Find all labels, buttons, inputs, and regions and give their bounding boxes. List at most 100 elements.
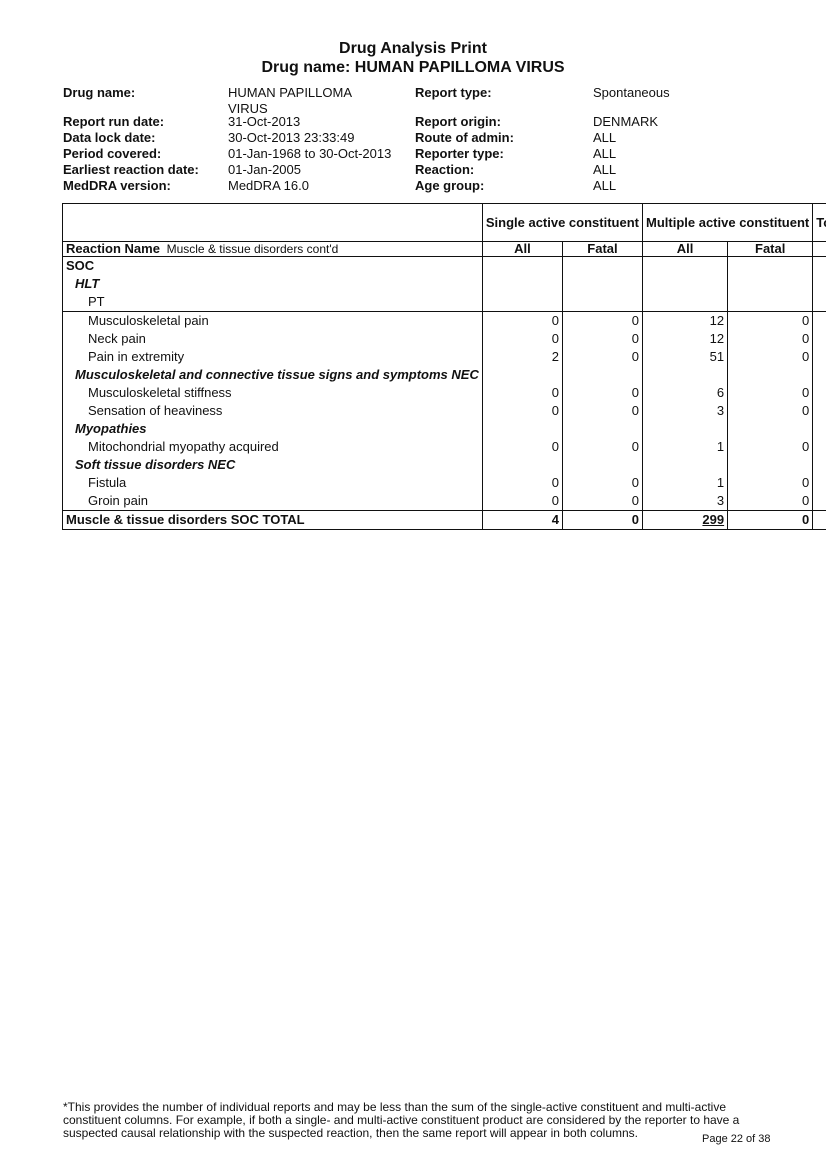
count-cell: 0 — [727, 474, 814, 492]
meta-value: ALL — [593, 130, 617, 145]
pt-name: Groin pain — [88, 493, 148, 508]
total-label: Muscle & tissue disorders SOC TOTAL — [66, 512, 305, 527]
group-header: Single active constituent — [481, 203, 644, 242]
hlt-label: HLT — [75, 276, 100, 291]
meta-label: MedDRA version: — [63, 178, 171, 193]
count-cell: 0 — [727, 384, 814, 402]
table-row: Mitochondrial myopathy acquired001010 — [63, 438, 826, 456]
empty-cell — [481, 366, 563, 384]
count-cell: 1 — [812, 474, 826, 492]
empty-cell — [727, 366, 814, 384]
col-fatal: Fatal — [561, 241, 644, 257]
count-cell: 12 — [812, 330, 826, 348]
meta-label: Route of admin: — [415, 130, 514, 145]
count-cell: 1 — [641, 474, 729, 492]
count-cell: 0 — [727, 492, 814, 511]
count-cell: 12 — [641, 330, 729, 348]
meta-value: 01-Jan-2005 — [228, 162, 301, 177]
meta-label: Data lock date: — [63, 130, 156, 145]
count-cell: 0 — [727, 348, 814, 366]
empty-cell — [812, 456, 826, 474]
meta-label: Drug name: — [63, 85, 136, 100]
meta-label: Report origin: — [415, 114, 501, 129]
col-all: All — [641, 241, 729, 257]
meta-value: ALL — [593, 162, 617, 177]
meta-label: Reaction: — [415, 162, 475, 177]
count-cell: 2 — [481, 348, 563, 366]
footnote: *This provides the number of individual … — [63, 1100, 740, 1140]
meta-value: HUMAN PAPILLOMA VIRUS — [228, 85, 352, 116]
empty-cell — [561, 456, 644, 474]
count-cell: 0 — [481, 474, 563, 492]
hlt-name: Myopathies — [75, 421, 147, 436]
count-cell: 0 — [561, 384, 644, 402]
count-cell: 0 — [561, 492, 644, 511]
meta-value: ALL — [593, 146, 617, 161]
count-cell: 1 — [641, 438, 729, 456]
count-cell: 3 — [641, 492, 729, 511]
count-cell: 0 — [481, 311, 563, 330]
count-cell: 0 — [561, 348, 644, 366]
empty-cell — [812, 366, 826, 384]
empty-cell — [561, 420, 644, 438]
pt-name: Mitochondrial myopathy acquired — [88, 439, 279, 454]
meta-label: Period covered: — [63, 146, 162, 161]
table-row: Musculoskeletal stiffness006060 — [63, 384, 826, 402]
count-cell: 12 — [812, 311, 826, 330]
table-row: Soft tissue disorders NEC — [63, 456, 826, 474]
count-cell: 0 — [481, 402, 563, 420]
empty-cell — [481, 420, 563, 438]
meta-value: Spontaneous — [593, 85, 670, 100]
reaction-name-header: Reaction Name — [66, 241, 160, 256]
pt-name: Pain in extremity — [88, 349, 185, 364]
empty-cell — [641, 456, 729, 474]
pt-label: PT — [88, 294, 105, 309]
total-value: 4 — [481, 510, 563, 530]
count-cell: 0 — [561, 311, 644, 330]
meta-label: Report type: — [415, 85, 492, 100]
table-row: Fistula001010 — [63, 474, 826, 492]
table-row: Sensation of heaviness003030 — [63, 402, 826, 420]
count-cell: 0 — [727, 438, 814, 456]
meta-value: 31-Oct-2013 — [228, 114, 301, 129]
empty-cell — [812, 420, 826, 438]
count-cell: 0 — [481, 330, 563, 348]
meta-value: 01-Jan-1968 to 30-Oct-2013 — [228, 146, 392, 161]
count-cell: 3 — [812, 402, 826, 420]
count-cell: 0 — [481, 438, 563, 456]
table-row: Pain in extremity20510530 — [63, 348, 826, 366]
hlt-name: Musculoskeletal and connective tissue si… — [75, 367, 479, 382]
count-cell: 0 — [481, 384, 563, 402]
pt-name: Musculoskeletal stiffness — [88, 385, 232, 400]
empty-cell — [727, 456, 814, 474]
count-cell: 3 — [812, 492, 826, 511]
soc-label: SOC — [66, 258, 95, 273]
table-row: Myopathies — [63, 420, 826, 438]
empty-cell — [641, 420, 729, 438]
meta-label: Reporter type: — [415, 146, 504, 161]
pt-name: Musculoskeletal pain — [88, 313, 209, 328]
count-cell: 0 — [481, 492, 563, 511]
reaction-table: Single active constituent Multiple activ… — [62, 203, 826, 530]
page-subtitle: Drug name: HUMAN PAPILLOMA VIRUS — [261, 59, 565, 76]
count-cell: 0 — [727, 402, 814, 420]
count-cell: 6 — [641, 384, 729, 402]
col-fatal: Fatal — [727, 241, 814, 257]
count-cell: 1 — [812, 438, 826, 456]
meta-label: Report run date: — [63, 114, 165, 129]
count-cell: 53 — [812, 348, 826, 366]
empty-cell — [727, 420, 814, 438]
count-cell: 0 — [561, 330, 644, 348]
empty-cell — [561, 366, 644, 384]
count-cell: 0 — [727, 330, 814, 348]
pt-name: Fistula — [88, 475, 127, 490]
pt-name: Sensation of heaviness — [88, 403, 223, 418]
meta-value: DENMARK — [593, 114, 659, 129]
table-row: Musculoskeletal pain00120120 — [63, 311, 826, 330]
total-value: 0 — [561, 510, 644, 530]
count-cell: 0 — [561, 474, 644, 492]
count-cell: 3 — [641, 402, 729, 420]
table-row: Groin pain003030 — [63, 492, 826, 511]
table-row: Neck pain00120120 — [63, 330, 826, 348]
total-value: 299 — [641, 510, 729, 530]
